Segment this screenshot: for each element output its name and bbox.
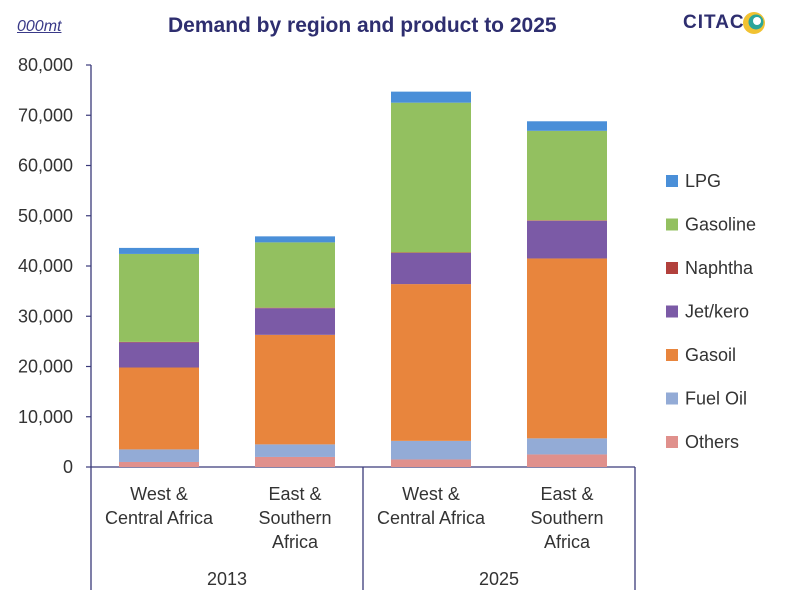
x-category-label: West &	[130, 484, 188, 504]
y-tick-label: 50,000	[18, 206, 73, 226]
bar-segment-naphtha	[119, 341, 199, 343]
bar-segment-lpg	[391, 91, 471, 103]
y-axis-ticks: 0 10,000 20,000 30,000 40,000 50,000 60,000 70,…	[18, 55, 91, 477]
bar-segment-lpg	[255, 236, 335, 243]
bar-segment-gasoil	[255, 334, 335, 445]
chart-title: Demand by region and product to 2025	[168, 14, 557, 37]
x-category-label: East &	[540, 484, 593, 504]
legend-label: LPG	[685, 171, 721, 191]
x-group-label: 2013	[207, 569, 247, 589]
y-tick-label: 10,000	[18, 407, 73, 427]
bar-segment-others	[527, 454, 607, 467]
legend-swatch	[666, 392, 678, 405]
y-tick-label: 20,000	[18, 357, 73, 377]
logo-text: CITAC	[683, 12, 745, 33]
bar-segment-fuel-oil	[255, 444, 335, 457]
bar-segment-gasoil	[391, 284, 471, 441]
y-tick-label: 0	[63, 457, 73, 477]
x-category-label: Central Africa	[105, 508, 214, 528]
y-tick-label: 80,000	[18, 55, 73, 75]
x-category-label: West &	[402, 484, 460, 504]
bar-segment-jet-kero	[119, 342, 199, 368]
x-category-label: Southern	[530, 508, 603, 528]
x-axis-categories: West & Central Africa East & Southern Africa…	[105, 484, 604, 589]
legend-swatch	[666, 262, 678, 274]
bar-segment-naphtha	[391, 252, 471, 253]
x-category-label: Africa	[272, 532, 319, 552]
y-tick-label: 40,000	[18, 256, 73, 276]
bar-segment-jet-kero	[391, 252, 471, 285]
y-tick-label: 30,000	[18, 306, 73, 326]
x-group-label: 2025	[479, 569, 519, 589]
x-category-label: Africa	[544, 532, 591, 552]
bar-segment-fuel-oil	[391, 440, 471, 460]
legend-swatch	[666, 349, 678, 361]
legend-swatch	[666, 218, 678, 231]
bar-segment-others	[119, 461, 199, 467]
bar-segment-gasoline	[527, 130, 607, 221]
bar-segment-gasoline	[391, 102, 471, 253]
bar-segment-naphtha	[255, 307, 335, 309]
legend-swatch	[666, 436, 678, 448]
bar-segment-fuel-oil	[527, 438, 607, 455]
bar-segment-jet-kero	[255, 308, 335, 335]
x-category-label: Central Africa	[377, 508, 486, 528]
bar-segment-others	[255, 456, 335, 467]
y-tick-label: 70,000	[18, 105, 73, 125]
legend-label: Fuel Oil	[685, 389, 747, 409]
legend-label: Gasoline	[685, 215, 756, 235]
bar-segment-gasoil	[119, 367, 199, 450]
chart-bars	[119, 91, 607, 467]
bar-segment-gasoline	[255, 242, 335, 308]
x-category-label: East &	[268, 484, 321, 504]
legend-swatch	[666, 305, 678, 318]
legend-swatch	[666, 175, 678, 187]
y-tick-label: 60,000	[18, 156, 73, 176]
bar-segment-gasoil	[527, 258, 607, 439]
legend-label: Gasoil	[685, 345, 736, 365]
bar-segment-lpg	[527, 121, 607, 131]
legend-label: Naphtha	[685, 258, 754, 278]
unit-label: 000mt	[17, 18, 62, 35]
bar-segment-naphtha	[527, 220, 607, 221]
bar-segment-jet-kero	[527, 220, 607, 259]
legend-label: Jet/kero	[685, 302, 749, 322]
chart-legend: LPG Gasoline Naphtha Jet/kero Gasoil Fuel Oil…	[666, 171, 756, 452]
x-category-label: Southern	[258, 508, 331, 528]
bar-segment-lpg	[119, 247, 199, 254]
bar-segment-others	[391, 459, 471, 467]
legend-label: Others	[685, 432, 739, 452]
bar-segment-fuel-oil	[119, 449, 199, 462]
bar-segment-gasoline	[119, 253, 199, 342]
logo-mark-icon	[743, 12, 765, 34]
citac-logo: CITAC	[683, 8, 779, 38]
